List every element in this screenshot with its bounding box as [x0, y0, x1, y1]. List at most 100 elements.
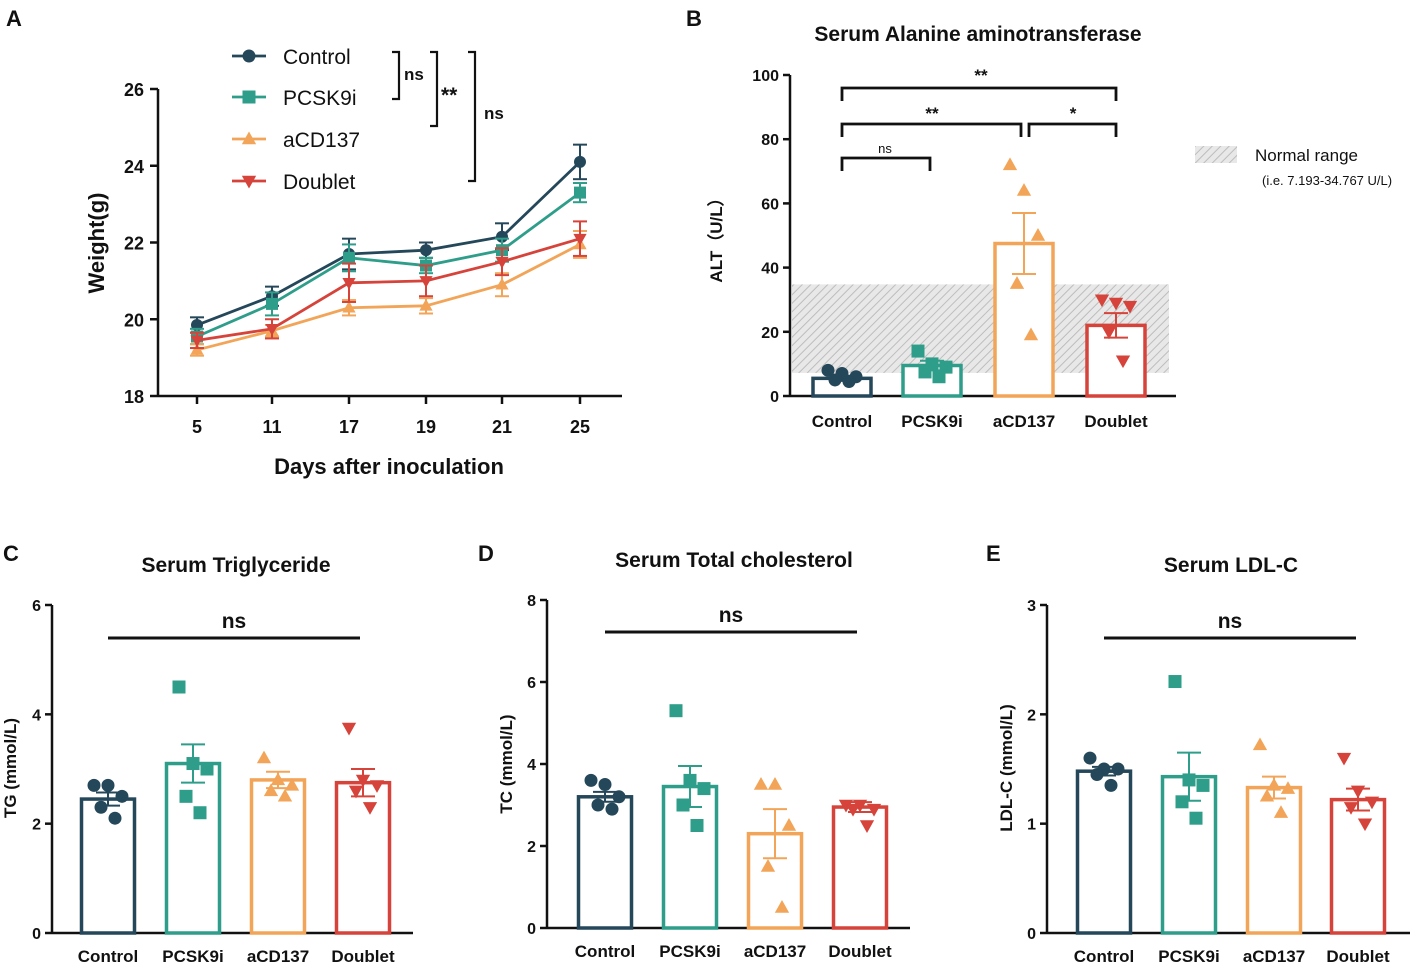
panel-e-dot-acd137 — [1280, 781, 1296, 794]
panel-e-category-label: Doublet — [1326, 947, 1390, 964]
panel-d-dot-control — [612, 790, 626, 804]
panel-e-bar-control — [1075, 769, 1133, 935]
panel-c-title: Serum Triglyceride — [141, 554, 330, 577]
panel-b-y-tick-label: 40 — [761, 261, 779, 278]
panel-c-y-tick-label: 2 — [32, 817, 41, 834]
panel-c-dot-pcsk9i — [179, 789, 193, 803]
panel-d-dot-acd137 — [774, 900, 790, 913]
panel-d-dot-acd137 — [781, 818, 797, 831]
panel-d-dot-pcsk9i — [690, 819, 704, 832]
panel-d-dot-pcsk9i — [683, 773, 697, 787]
data-point-acd137 — [419, 298, 433, 311]
panel-e-bar-doublet — [1329, 797, 1387, 935]
panel-e-dot-doublet — [1350, 785, 1366, 799]
panel-c-dot-pcsk9i — [193, 806, 207, 820]
panel-a-x-tick-label: 5 — [192, 417, 202, 437]
panel-d-bar-pcsk9i — [661, 784, 719, 930]
panel-d-dot-pcsk9i — [669, 704, 683, 718]
panel-b-y-tick-label: 0 — [770, 389, 779, 406]
panel-c-dot-control — [101, 778, 115, 792]
data-point-doublet — [495, 256, 509, 269]
panel-e-dot-pcsk9i — [1189, 811, 1203, 825]
panel-a-y-tick-label: 26 — [124, 80, 144, 100]
panel-d-dot-control — [598, 778, 612, 791]
normal-range-legend-swatch — [1195, 146, 1237, 163]
significance-bracket — [840, 86, 1118, 101]
panel-e-dot-pcsk9i — [1196, 778, 1210, 792]
panel-e-dot-pcsk9i — [1182, 773, 1196, 787]
panel-e-y-tick-label: 0 — [1027, 926, 1036, 943]
panel-b-dot-acd137 — [1009, 276, 1025, 289]
panel-e-dot-doublet — [1336, 752, 1352, 766]
panel-c-dot-control — [115, 789, 129, 803]
panel-a-y-axis-label: Weight(g) — [84, 192, 109, 293]
panel-c-dot-acd137 — [256, 750, 272, 764]
significance-label: ** — [925, 104, 939, 123]
panel-e-dot-control — [1111, 762, 1125, 776]
panel-d-dot-acd137 — [753, 777, 769, 790]
significance-label: * — [1070, 104, 1077, 123]
panel-c-dot-doublet — [369, 780, 385, 793]
data-point-control — [420, 244, 432, 257]
significance-label: ns — [1218, 610, 1243, 633]
panel-b-category-label: Control — [812, 412, 872, 431]
legend-marker-control — [242, 49, 256, 63]
data-point-pcsk9i — [343, 251, 355, 264]
panel-e-category-label: PCSK9i — [1158, 947, 1219, 964]
data-point-control — [496, 230, 508, 243]
panel-c-dot-pcsk9i — [172, 680, 186, 694]
data-point-acd137 — [342, 300, 356, 313]
panel-c-dot-control — [94, 800, 108, 814]
panel-a-y-tick-label: 22 — [124, 234, 144, 254]
panel-b-dot-doublet — [1101, 326, 1117, 340]
panel-e-dot-doublet — [1357, 818, 1373, 832]
legend-marker-doublet — [241, 175, 257, 189]
data-point-doublet — [342, 277, 356, 290]
panel-b-dot-acd137 — [1016, 183, 1032, 196]
panel-a-x-tick-label: 11 — [262, 417, 281, 437]
panel-c-dot-acd137 — [270, 772, 286, 786]
panel-c-category-label: PCSK9i — [162, 947, 223, 964]
panel-c-dot-pcsk9i — [200, 762, 214, 776]
panel-b-dot-doublet — [1108, 297, 1124, 311]
panel-e-category-label: aCD137 — [1243, 947, 1305, 964]
legend-label-control: Control — [283, 46, 351, 69]
panel-a-y-tick-label: 20 — [124, 310, 144, 330]
significance-label: ** — [974, 66, 988, 85]
panel-b-dot-control — [821, 363, 835, 377]
panel-c-dot-control — [108, 811, 122, 825]
panel-b-y-tick-label: 100 — [752, 68, 779, 85]
panel-c-bar-chart: C Serum Triglyceride TG (mmol/L) 0 2 4 6 Con… — [1, 541, 413, 964]
panel-e-y-tick-label: 2 — [1027, 707, 1036, 724]
significance-label: ns — [404, 65, 424, 84]
panel-d-category-label: PCSK9i — [659, 942, 720, 961]
significance-label: ns — [484, 104, 504, 123]
series-line-control — [196, 160, 581, 327]
panel-e-bar-acd137 — [1245, 785, 1303, 935]
panel-b-letter: B — [686, 6, 702, 31]
panel-d-dot-control — [605, 802, 619, 816]
legend-label-doublet: Doublet — [283, 171, 356, 194]
panel-d-dot-doublet — [838, 799, 854, 813]
panel-b-dot-acd137 — [1030, 228, 1046, 241]
significance-label: ns — [878, 141, 892, 156]
data-point-doublet — [573, 233, 587, 246]
panel-d-dot-acd137 — [767, 777, 783, 790]
panel-c-dot-doublet — [362, 802, 378, 815]
panel-d-y-tick-label: 4 — [527, 757, 536, 774]
panel-e-title: Serum LDL-C — [1164, 554, 1298, 577]
legend-marker-pcsk9i — [242, 90, 256, 104]
panel-c-bar-acd137 — [249, 778, 307, 935]
panel-e-letter: E — [986, 541, 1001, 566]
panel-a-y-tick-label: 18 — [124, 387, 144, 407]
normal-range-legend-label: Normal range — [1255, 146, 1358, 165]
panel-d-y-axis-label: TC (mmol/L) — [497, 714, 516, 813]
panel-b-dot-doublet — [1115, 355, 1131, 369]
panel-e-y-axis-label: LDL-C (mmol/L) — [997, 704, 1016, 831]
panel-a-line-chart: A Weight(g) Days after inoculation 18 20 2… — [6, 6, 622, 479]
significance-bracket — [840, 122, 1023, 137]
panel-d-bar-control — [576, 795, 634, 930]
panel-c-dot-acd137 — [284, 777, 300, 791]
panel-a-x-tick-label: 17 — [339, 417, 359, 437]
